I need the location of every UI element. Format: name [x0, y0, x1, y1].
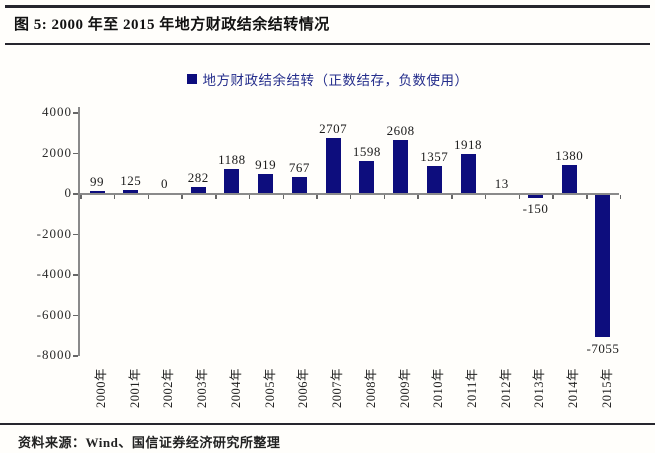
x-axis-tick — [451, 194, 453, 199]
x-axis-category-label: 2012年 — [498, 368, 513, 409]
x-axis-tick — [316, 194, 318, 199]
x-axis-tick — [80, 194, 82, 199]
bar-value-label: 919 — [255, 157, 277, 173]
x-axis-tick — [349, 194, 352, 199]
x-axis-category-label: 2013年 — [532, 368, 547, 409]
y-axis-tick-label: -2000 — [36, 225, 72, 241]
bar-value-label: 767 — [288, 160, 310, 176]
x-axis-category-label: 2009年 — [397, 368, 412, 409]
bar — [595, 194, 611, 338]
y-axis-tick — [73, 193, 78, 195]
bar-value-label: 2608 — [386, 123, 415, 139]
y-axis-line — [78, 107, 80, 356]
x-axis-tick — [484, 194, 487, 199]
x-axis-tick — [215, 194, 217, 199]
bar — [190, 187, 206, 193]
y-axis-tick-label: -8000 — [36, 347, 72, 362]
bar-chart: 4000 2000 0 -2000 -4000 -6000 -8000 99 2000年 125 2… — [36, 104, 622, 409]
x-axis-category-label: 2015年 — [599, 368, 614, 409]
x-axis-category-label: 2003年 — [195, 368, 210, 409]
x-axis-tick — [248, 194, 251, 199]
bar — [224, 168, 240, 193]
bar — [291, 177, 307, 193]
bar — [426, 165, 442, 193]
x-axis-category-label: 2000年 — [94, 368, 108, 409]
x-axis-tick — [181, 194, 183, 199]
x-axis-tick — [518, 194, 521, 199]
chart-legend: 地方财政结余结转（正数结存，负数使用） — [0, 69, 655, 89]
bar-value-label: 125 — [120, 173, 142, 189]
bar-value-label: 1598 — [352, 143, 381, 159]
y-axis-tick-label: 4000 — [42, 104, 72, 119]
bar-value-label: 1380 — [555, 148, 584, 164]
y-axis-tick-label: 0 — [64, 185, 72, 200]
y-axis-tick-label: -6000 — [36, 306, 72, 322]
x-axis-tick — [417, 194, 419, 199]
bar-value-label: 2707 — [319, 121, 348, 137]
y-axis-tick — [73, 233, 78, 235]
bar-value-label: 282 — [187, 170, 209, 186]
x-axis-category-label: 2008年 — [363, 368, 378, 409]
x-axis-category-label: 2014年 — [566, 368, 581, 409]
y-axis-tick — [73, 112, 78, 114]
x-axis-line — [78, 193, 619, 195]
bar — [359, 160, 375, 193]
x-axis-tick — [282, 194, 284, 199]
top-divider — [5, 5, 650, 8]
bar — [123, 190, 139, 193]
bar-value-label: -150 — [522, 201, 549, 217]
x-axis-category-label: 2001年 — [127, 368, 142, 409]
x-axis-tick — [552, 194, 554, 199]
x-axis-tick — [147, 194, 150, 199]
bar — [325, 138, 341, 193]
bar-value-label: 99 — [90, 173, 104, 189]
x-axis-tick — [586, 194, 588, 199]
x-axis-tick — [113, 194, 116, 199]
y-axis-tick — [73, 152, 78, 154]
bar-value-label: 13 — [494, 176, 509, 191]
y-axis-tick — [73, 355, 78, 357]
bar — [393, 140, 409, 193]
y-axis-tick-label: -4000 — [36, 266, 72, 281]
y-axis-tick — [73, 314, 78, 316]
x-axis-category-label: 2010年 — [431, 368, 446, 409]
source-note: 资料来源：Wind、国信证券经济研究所整理 — [18, 435, 281, 450]
x-axis-category-label: 2007年 — [330, 368, 345, 409]
x-axis-category-label: 2004年 — [228, 368, 243, 409]
bar-value-label: 1357 — [420, 148, 449, 164]
x-axis-tick — [619, 194, 622, 199]
y-axis-tick — [73, 274, 78, 276]
bar — [561, 165, 577, 193]
x-axis-category-label: 2011年 — [465, 368, 480, 408]
bar — [460, 154, 476, 193]
bar — [527, 194, 543, 198]
bar-value-label: -7055 — [586, 340, 620, 356]
figure-title: 图 5: 2000 年至 2015 年地方财政结余结转情况 — [14, 17, 330, 33]
x-axis-category-label: 2006年 — [296, 368, 311, 409]
y-axis-tick-label: 2000 — [42, 144, 72, 160]
x-axis-tick — [383, 194, 386, 199]
legend-label: 地方财政结余结转（正数结存，负数使用） — [202, 73, 469, 88]
legend-swatch-icon — [186, 74, 197, 84]
source-divider — [0, 423, 655, 425]
bar-value-label: 1188 — [218, 151, 246, 167]
x-axis-category-label: 2002年 — [161, 368, 176, 409]
bar — [258, 174, 274, 193]
x-axis-category-label: 2005年 — [262, 368, 277, 409]
bar — [89, 190, 105, 193]
title-divider — [5, 43, 650, 45]
bar-value-label: 1918 — [454, 137, 483, 153]
bar-value-label: 0 — [160, 176, 168, 191]
